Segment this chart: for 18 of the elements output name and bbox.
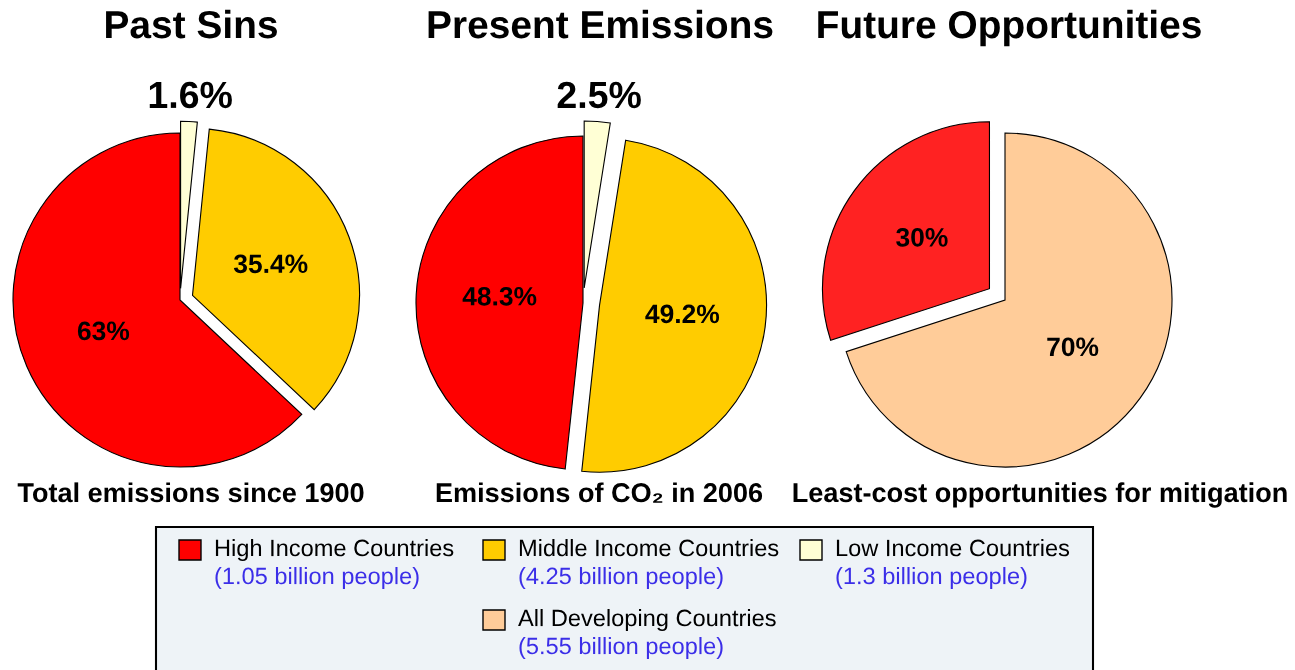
data-label: 70% <box>1047 337 1099 357</box>
chart-title: Past Sins <box>106 9 277 39</box>
chart-title: Present Emissions <box>428 9 773 39</box>
data-label: 2.5% <box>557 81 641 109</box>
legend-label: Middle Income Countries (4.25 billion people) <box>519 538 779 590</box>
data-label: 63% <box>77 321 130 341</box>
data-label: 30% <box>896 228 948 247</box>
legend-label: High Income Countries (1.05 billion people) <box>215 538 454 590</box>
legend-label: Low Income Countries (1.3 billion people) <box>836 538 1070 590</box>
data-label: 35.4% <box>233 254 308 274</box>
data-label: 1.6% <box>149 81 232 109</box>
data-label: 49.2% <box>645 304 720 324</box>
legend-label: All Developing Countries (5.55 billion people) <box>518 608 776 659</box>
text: Emissions of CO₂ in 2006 <box>436 482 763 503</box>
data-label: 48.3% <box>462 286 537 306</box>
text: Total emissions since 1900 <box>17 482 364 503</box>
text: Least-cost opportunities for mitigation <box>793 482 1287 508</box>
chart-title: Future Opportunities <box>818 9 1201 47</box>
